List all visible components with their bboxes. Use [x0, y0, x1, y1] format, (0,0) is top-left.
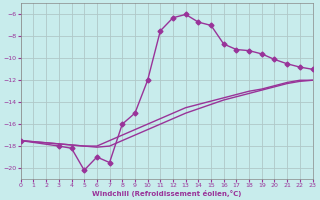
X-axis label: Windchill (Refroidissement éolien,°C): Windchill (Refroidissement éolien,°C) — [92, 190, 241, 197]
